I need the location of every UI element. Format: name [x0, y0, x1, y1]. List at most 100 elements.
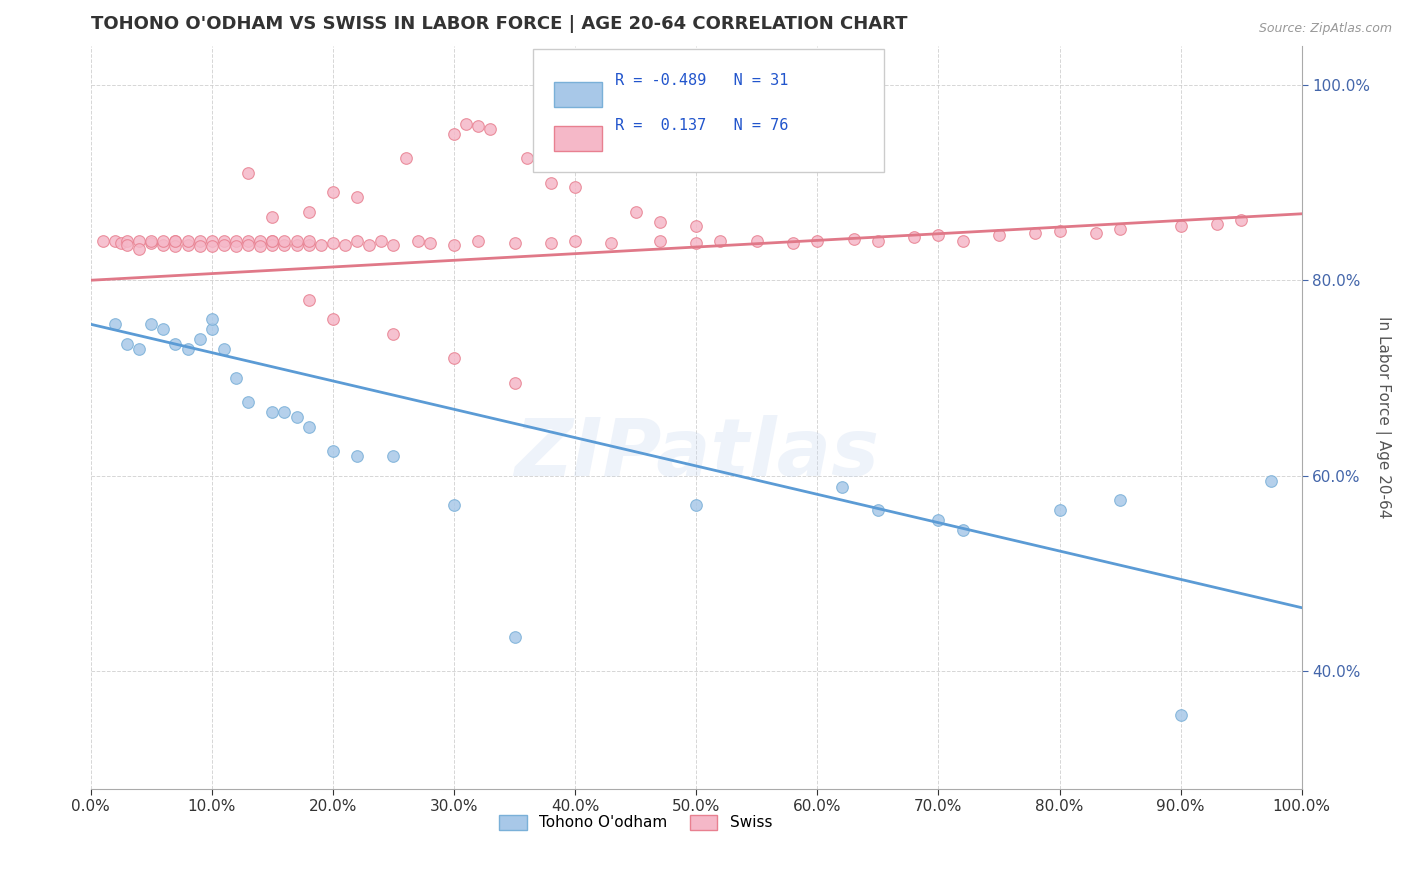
Point [262, 234, 284, 248]
Point [115, 336, 138, 351]
Point [201, 239, 224, 253]
Point [600, 236, 623, 251]
Text: R = -0.489   N = 31: R = -0.489 N = 31 [614, 73, 789, 88]
Point [564, 234, 586, 248]
FancyBboxPatch shape [554, 81, 602, 106]
Point [165, 239, 187, 253]
Point [745, 234, 768, 248]
Point [115, 238, 138, 252]
Point [952, 234, 974, 248]
Point [141, 236, 163, 251]
Point [866, 503, 889, 517]
Point [685, 236, 707, 251]
Point [782, 236, 804, 251]
Point [1230, 212, 1253, 227]
Point [503, 376, 526, 390]
Text: ZIPatlas: ZIPatlas [513, 416, 879, 493]
Point [165, 336, 187, 351]
Point [212, 342, 235, 356]
Point [903, 230, 925, 244]
Point [503, 236, 526, 251]
Point [333, 238, 356, 252]
Point [165, 234, 187, 248]
Point [322, 444, 344, 458]
Point [503, 630, 526, 644]
Point [285, 234, 308, 248]
Point [212, 238, 235, 252]
FancyBboxPatch shape [554, 126, 602, 151]
Point [165, 234, 187, 248]
Text: TOHONO O'ODHAM VS SWISS IN LABOR FORCE | AGE 20-64 CORRELATION CHART: TOHONO O'ODHAM VS SWISS IN LABOR FORCE |… [90, 15, 907, 33]
Point [322, 186, 344, 200]
Point [927, 513, 949, 527]
Point [236, 395, 259, 409]
Point [176, 342, 198, 356]
Point [188, 234, 211, 248]
Point [346, 449, 368, 463]
Point [201, 234, 224, 248]
Point [225, 371, 247, 385]
Point [540, 236, 562, 251]
Point [322, 236, 344, 251]
Point [866, 234, 889, 248]
Point [188, 239, 211, 253]
Legend: Tohono O'odham, Swiss: Tohono O'odham, Swiss [494, 808, 779, 837]
Point [236, 238, 259, 252]
Point [685, 498, 707, 512]
Point [516, 151, 538, 165]
Point [91, 234, 114, 248]
FancyBboxPatch shape [533, 49, 884, 172]
Point [201, 312, 224, 326]
Point [394, 151, 416, 165]
Point [346, 190, 368, 204]
Point [285, 410, 308, 425]
Point [262, 238, 284, 252]
Point [322, 312, 344, 326]
Point [298, 238, 321, 252]
Point [1260, 474, 1282, 488]
Point [104, 234, 127, 248]
Point [262, 210, 284, 224]
Point [346, 234, 368, 248]
Point [141, 317, 163, 331]
Point [467, 119, 489, 133]
Point [236, 234, 259, 248]
Point [273, 234, 295, 248]
Point [842, 232, 865, 246]
Point [648, 214, 671, 228]
Point [564, 180, 586, 194]
Point [927, 228, 949, 243]
Point [298, 204, 321, 219]
Point [1049, 503, 1071, 517]
Point [152, 322, 174, 336]
Point [443, 351, 465, 366]
Point [249, 239, 271, 253]
Point [285, 238, 308, 252]
Point [709, 234, 731, 248]
Point [1109, 493, 1132, 508]
Point [236, 166, 259, 180]
Point [128, 242, 150, 256]
Point [104, 317, 127, 331]
Point [382, 449, 405, 463]
Point [443, 127, 465, 141]
Point [110, 236, 132, 251]
Point [309, 238, 332, 252]
Point [1206, 217, 1229, 231]
Point [540, 176, 562, 190]
Point [188, 332, 211, 346]
Point [152, 238, 174, 252]
Point [1170, 708, 1192, 723]
Point [298, 234, 321, 248]
Point [298, 420, 321, 434]
Point [176, 238, 198, 252]
Point [128, 342, 150, 356]
Point [370, 234, 392, 248]
Point [988, 228, 1011, 243]
Point [382, 238, 405, 252]
Point [952, 523, 974, 537]
Point [419, 236, 441, 251]
Point [443, 498, 465, 512]
Point [1170, 219, 1192, 233]
Point [262, 405, 284, 419]
